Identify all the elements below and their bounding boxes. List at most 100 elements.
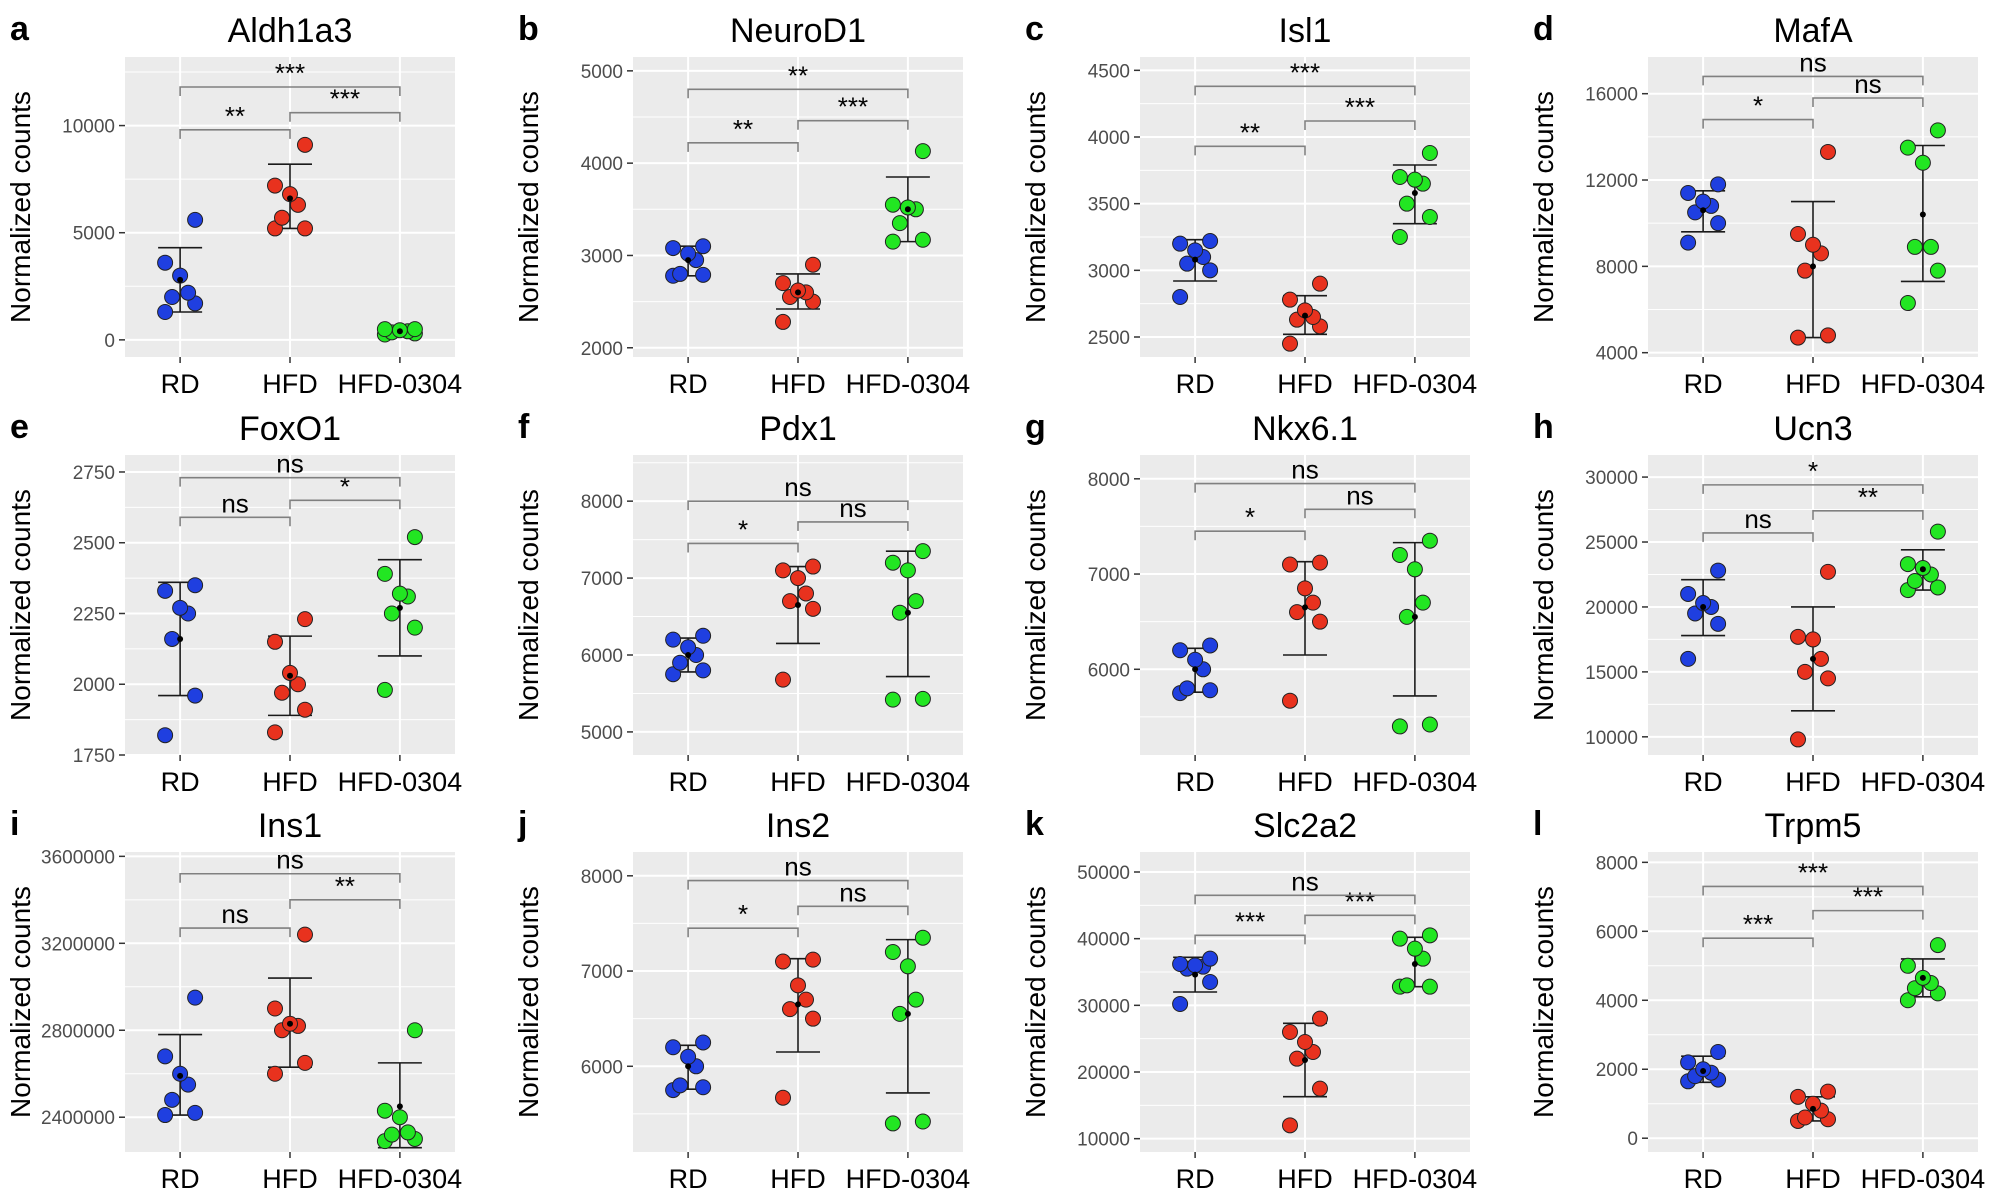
panel-b-x-tick-label: RD [669, 369, 708, 399]
panel-j-point-hfd-0304 [899, 958, 916, 975]
panel-h-point-hfd [1797, 663, 1813, 680]
panel-d-point-hfd-0304 [1899, 139, 1916, 156]
panel-f-point-hfd [805, 600, 821, 617]
panel-e-point-hfd-0304 [376, 681, 393, 698]
panel-e-x-tick-label: RD [161, 767, 200, 797]
panel-k-point-hfd-0304 [1398, 977, 1415, 994]
panel-e-significance-bracket [289, 499, 401, 510]
panel-e-point-hfd [267, 724, 283, 741]
panel-e-point-hfd [267, 633, 283, 650]
panel-b-point-hfd-0304 [914, 231, 931, 248]
panel-g-mean-marker [1411, 613, 1418, 620]
panel-c-x-tick-label: HFD [1277, 369, 1333, 399]
panel-g-point-hfd [1312, 554, 1328, 571]
panel-b-point-hfd [805, 256, 821, 273]
panel-h-significance-bracket [1702, 532, 1814, 542]
panel-k-y-tick-label: 30000 [1077, 996, 1130, 1017]
panel-f-mean-marker [795, 602, 801, 608]
panel-i-significance-bracket [289, 899, 401, 909]
panel-j-mean-marker [685, 1063, 692, 1070]
panel-a-significance-label: *** [275, 58, 305, 88]
panel-k-significance-label: *** [1235, 906, 1265, 936]
panel-d-point-hfd [1790, 329, 1806, 346]
panel-d-significance-label: ns [1854, 69, 1881, 99]
panel-k-significance-bracket [1304, 914, 1416, 925]
panel-i-significance-label: ns [221, 899, 248, 929]
panel-a-point-hfd [267, 177, 283, 194]
panel-e-significance-bracket [179, 516, 291, 527]
panel-h-point-hfd-0304 [1929, 523, 1946, 540]
panel-b-significance-label: *** [838, 92, 868, 122]
panel-f-y-tick-label: 6000 [581, 646, 623, 667]
panel-l-significance-bracket [1702, 885, 1924, 896]
panel-d-point-hfd-0304 [1922, 238, 1939, 255]
panel-g-point-rd [1187, 651, 1204, 668]
panel-a-point-rd [172, 267, 189, 284]
panel-j-point-hfd [790, 977, 806, 994]
panel-d-point-hfd [1797, 262, 1813, 279]
panel-g-x-tick-label: RD [1176, 767, 1215, 797]
panel-k-point-hfd [1289, 1050, 1305, 1067]
panel-i-point-rd [157, 1107, 174, 1124]
panel-i-y-axis-title: Normalized counts [5, 886, 36, 1118]
panel-g-point-rd [1179, 680, 1196, 697]
panel-k-mean-marker [1302, 1057, 1308, 1063]
panel-f-point-hfd-0304 [914, 690, 931, 707]
panel-j-significance-label: * [738, 899, 748, 929]
panel-a-x-tick-label: HFD-0304 [338, 369, 463, 399]
panel-i-mean-marker [287, 1020, 293, 1027]
panel-b-x-tick-label: HFD [770, 369, 826, 399]
panel-g-title: Nkx6.1 [1252, 410, 1358, 448]
panel-k-letter: k [1025, 805, 1044, 843]
panel-d-x-tick-label: HFD-0304 [1861, 369, 1986, 399]
panel-i-point-rd [187, 989, 204, 1006]
panel-e-point-hfd [297, 611, 313, 628]
panel-l-point-hfd [1790, 1088, 1806, 1105]
panel-b-mean-marker [904, 206, 911, 213]
panel-g-point-hfd [1305, 594, 1321, 611]
panel-c-point-rd [1179, 255, 1196, 272]
panel-d-y-tick-label: 16000 [1585, 85, 1638, 106]
panel-h-point-rd [1710, 562, 1727, 579]
panel-d-significance-bracket [1812, 97, 1924, 108]
panel-b-mean-marker [685, 257, 692, 264]
panel-g-significance-label: * [1245, 502, 1255, 532]
panel-j-point-hfd-0304 [914, 929, 931, 946]
panel-b-significance-label: ** [788, 60, 808, 90]
panel-l-y-tick-label: 8000 [1596, 853, 1638, 874]
panel-e-point-hfd-0304 [376, 565, 393, 582]
panel-g-significance-bracket [1194, 530, 1306, 541]
panel-a-y-tick-label: 10000 [62, 117, 115, 138]
panel-a-point-rd [157, 304, 174, 320]
panel-d-point-hfd-0304 [1906, 238, 1923, 255]
panel-j-significance-label: ns [839, 877, 866, 907]
panel-j-point-rd [680, 1048, 697, 1065]
panel-i-point-rd [180, 1076, 197, 1093]
panel-c-mean-marker [1192, 256, 1199, 263]
panel-h-point-hfd-0304 [1899, 556, 1916, 573]
panel-f-y-tick-label: 7000 [581, 569, 623, 590]
panel-c-title: Isl1 [1279, 12, 1332, 50]
panel-c-y-axis-title: Normalized counts [1020, 91, 1051, 323]
panel-e-y-tick-label: 2750 [73, 463, 115, 484]
panel-b-significance-label: ** [733, 114, 753, 144]
panel-f-point-hfd-0304 [899, 562, 916, 579]
panel-k-point-hfd [1282, 1117, 1298, 1134]
panel-d-significance-label: * [1753, 91, 1763, 121]
panel-b-point-hfd [775, 313, 791, 330]
panel-i-mean-marker [396, 1103, 403, 1110]
panel-c-significance-bracket [1194, 85, 1416, 96]
panel-l-mean-marker [1919, 974, 1926, 981]
panel-f-x-tick-label: HFD-0304 [846, 767, 971, 797]
panel-k-point-hfd [1312, 1010, 1328, 1027]
panel-g-significance-label: ns [1346, 480, 1373, 510]
panel-k-significance-bracket [1194, 894, 1416, 905]
panel-d-point-hfd-0304 [1929, 262, 1946, 279]
panel-b-significance-bracket [797, 119, 909, 130]
panel-h-point-hfd [1790, 731, 1806, 748]
panel-j-point-hfd-0304 [884, 1115, 901, 1132]
panel-l-point-hfd [1797, 1109, 1813, 1126]
panel-i-title: Ins1 [258, 807, 322, 845]
panel-c-significance-bracket [1194, 145, 1306, 156]
panel-a-significance-label: ** [225, 101, 245, 131]
